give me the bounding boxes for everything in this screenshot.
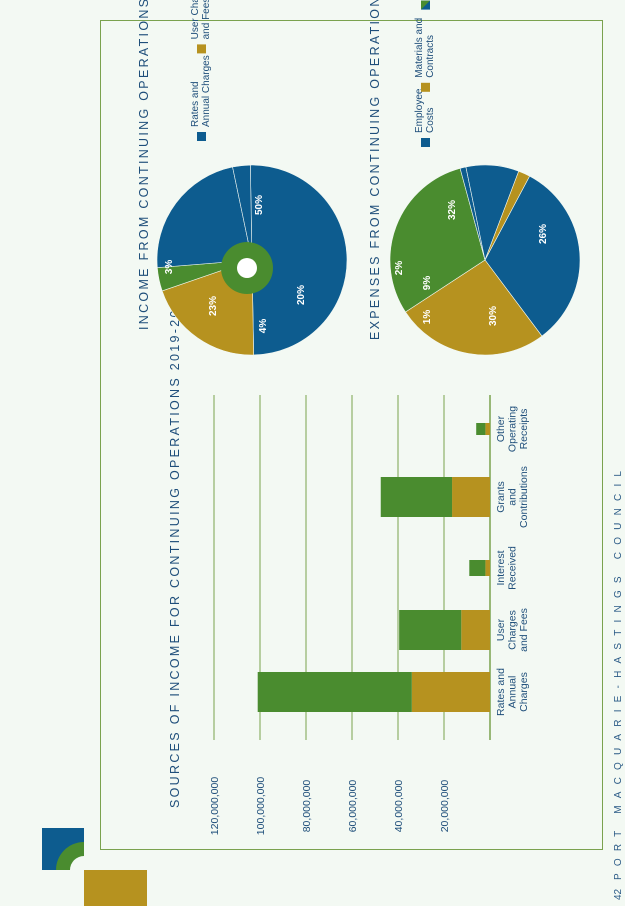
legend-item-0: Rates and Annual Charges	[190, 55, 212, 141]
pie-slice-2	[389, 167, 486, 313]
category-label-line: Rates and	[495, 668, 507, 716]
legend-label-line: Materials and	[414, 18, 425, 78]
bar-0-segment-1	[257, 672, 412, 712]
bar-3-segment-1	[380, 477, 453, 517]
council-logo-icon	[42, 828, 84, 870]
category-label-line: Operating	[507, 406, 519, 452]
logo-gold-block	[84, 870, 147, 906]
pie-slice-1	[405, 259, 543, 356]
pie-label-3: 1%	[422, 310, 433, 325]
category-label-line: Grants	[495, 481, 507, 513]
legend-label-line: Costs	[425, 107, 436, 133]
y-tick-label: 20,000,000	[439, 780, 451, 833]
bar-2-segment-1	[469, 560, 486, 576]
category-label-line: Annual	[507, 676, 519, 709]
content-frame	[100, 20, 603, 850]
bar-1-segment-0	[461, 610, 490, 650]
category-label-line: User	[495, 618, 507, 641]
blue-green-square-icon-part	[421, 0, 430, 10]
legend-label-1: Materials and Contracts	[414, 18, 436, 78]
legend-label-line: and Fees	[201, 0, 212, 39]
legend-item-2: InterestPaid	[421, 0, 430, 10]
legend-label-line: Rates and	[190, 81, 201, 127]
y-tick-label: 40,000,000	[393, 780, 405, 833]
category-label-0: Rates and Annual Charges	[495, 668, 530, 716]
bar-0-segment-0	[411, 672, 490, 712]
y-tick-label: 80,000,000	[301, 780, 313, 833]
pie-label-5: 2%	[394, 261, 405, 276]
legend-item-1: Materials and Contracts	[414, 18, 436, 92]
pie-slice-5	[484, 170, 531, 261]
category-label-line: Received	[507, 546, 519, 590]
category-label-line: Receipts	[518, 409, 530, 450]
legend-item-0: Employee Costs	[414, 88, 436, 147]
pie-slice-3	[156, 166, 253, 268]
legend-label-1: User Charges and Fees	[190, 0, 212, 39]
category-label-1: User Charges and Fees	[495, 608, 530, 652]
pie-label-4: 3%	[164, 260, 175, 275]
category-label-line: Interest	[495, 550, 507, 585]
y-tick-label: 100,000,000	[255, 777, 267, 836]
gold-square-icon	[421, 82, 430, 92]
pie-slice-0	[484, 175, 581, 337]
category-label-4: Other Operating Receipts	[495, 406, 530, 452]
category-label-line: Contributions	[518, 466, 530, 528]
legend-item-1: User Charges and Fees	[190, 0, 212, 54]
y-tick-label: 60,000,000	[347, 780, 359, 833]
legend-label-line: Employee	[414, 88, 425, 133]
bar-4-segment-0	[485, 423, 490, 435]
legend-label-0: Employee Costs	[414, 88, 436, 133]
category-label-line: Other	[495, 415, 507, 442]
legend-label-line: Annual Charges	[201, 55, 212, 127]
category-label-3: Grants and Contributions	[495, 466, 530, 528]
category-label-2: Interest Received	[495, 546, 519, 590]
blue-square-icon	[421, 138, 430, 147]
legend-label-line: User Charges	[190, 0, 201, 39]
category-label-line: Charges	[518, 672, 530, 712]
bar-3-segment-0	[452, 477, 490, 517]
pie-label-1: 26%	[538, 224, 549, 244]
inner-white-hole	[237, 258, 257, 278]
y-tick-label: 120,000,000	[209, 777, 221, 836]
pie-label-4: 9%	[422, 276, 433, 291]
bar-1-segment-1	[399, 610, 462, 650]
pie-label-2: 4%	[258, 319, 269, 334]
bar-2-segment-0	[485, 560, 490, 576]
pie-label-0: 32%	[447, 200, 458, 220]
pie-slice-4	[232, 164, 253, 261]
blue-square-icon	[197, 132, 206, 141]
bar-4-segment-1	[476, 423, 486, 435]
pie-label-2: 30%	[488, 306, 499, 326]
pie-slice-0	[250, 164, 348, 356]
pie-label-0: 50%	[254, 195, 265, 215]
gold-square-icon	[197, 44, 206, 54]
legend-label-0: Rates and Annual Charges	[190, 55, 212, 127]
legend-label-line: Contracts	[425, 35, 436, 78]
category-label-line: and Fees	[518, 608, 530, 652]
pie-label-1: 20%	[296, 285, 307, 305]
pie-label-3: 23%	[208, 296, 219, 316]
category-label-line: Charges	[507, 610, 519, 650]
category-label-line: and	[507, 488, 519, 506]
